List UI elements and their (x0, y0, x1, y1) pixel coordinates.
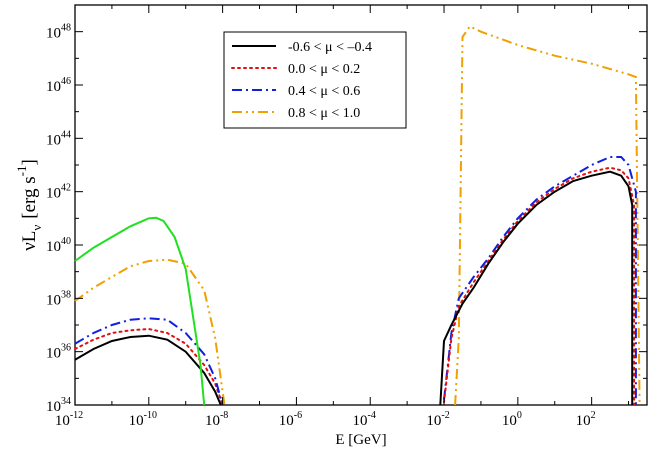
high-energy-curve-1 (443, 156, 637, 405)
x-tick-label: 10-4 (353, 410, 376, 429)
x-axis-label: E [GeV] (335, 432, 386, 448)
low-energy-curve-2 (74, 317, 224, 406)
y-tick-label: 1038 (46, 289, 71, 308)
high-energy-curve-3 (439, 170, 634, 406)
low-energy-curve-4 (74, 216, 206, 406)
legend-label: 0.0 < μ < 0.2 (288, 62, 360, 77)
low-energy-curve-0 (74, 334, 222, 406)
y-tick-label: 1034 (46, 396, 71, 415)
ylabel-sub: ν (29, 225, 44, 231)
y-tick-label: 1048 (46, 23, 71, 42)
high-energy-curve-2 (443, 166, 636, 406)
legend-label: 0.4 < μ < 0.6 (288, 84, 360, 99)
ylabel-units: [erg s (19, 176, 40, 218)
legend: -0.6 < μ < –0.4 0.0 < μ < 0.2 0.4 < μ < 0.… (223, 31, 407, 129)
legend-label: 0.8 < μ < 1.0 (288, 106, 360, 121)
x-tick-label: 10-8 (205, 410, 228, 429)
y-axis-label: νLν [erg s-1] (14, 159, 44, 251)
x-tick-label: 100 (502, 410, 522, 429)
y-tick-label: 1046 (46, 76, 71, 95)
x-tick-label: 10-2 (426, 410, 449, 429)
ylabel-unit-exp: -1 (14, 166, 29, 177)
x-tick-label: 102 (576, 410, 596, 429)
svg-text:νLν[erg s-1]: νLν [erg s-1] (14, 159, 44, 251)
high-energy-curve-0 (454, 25, 641, 406)
ylabel-close: ] (19, 159, 40, 165)
legend-label: -0.6 < μ < –0.4 (288, 40, 372, 55)
y-tick-label: 1042 (46, 183, 71, 202)
x-tick-label: 10-10 (129, 410, 157, 429)
legend-box (223, 31, 407, 129)
low-energy-curve-1 (74, 327, 224, 406)
ylabel-main: νL (19, 231, 40, 251)
ticks-group: 10-12 10-10 10-8 10-6 10-4 10-2 100 102 1034 1036… (46, 5, 647, 429)
x-tick-label: 10-6 (279, 410, 302, 429)
y-tick-label: 1040 (46, 236, 71, 255)
low-energy-curve-3 (74, 258, 226, 406)
x-tick-label: 10-12 (55, 410, 83, 429)
y-tick-label: 1036 (46, 343, 71, 362)
y-tick-label: 1044 (46, 129, 71, 148)
curves-group (74, 25, 641, 406)
